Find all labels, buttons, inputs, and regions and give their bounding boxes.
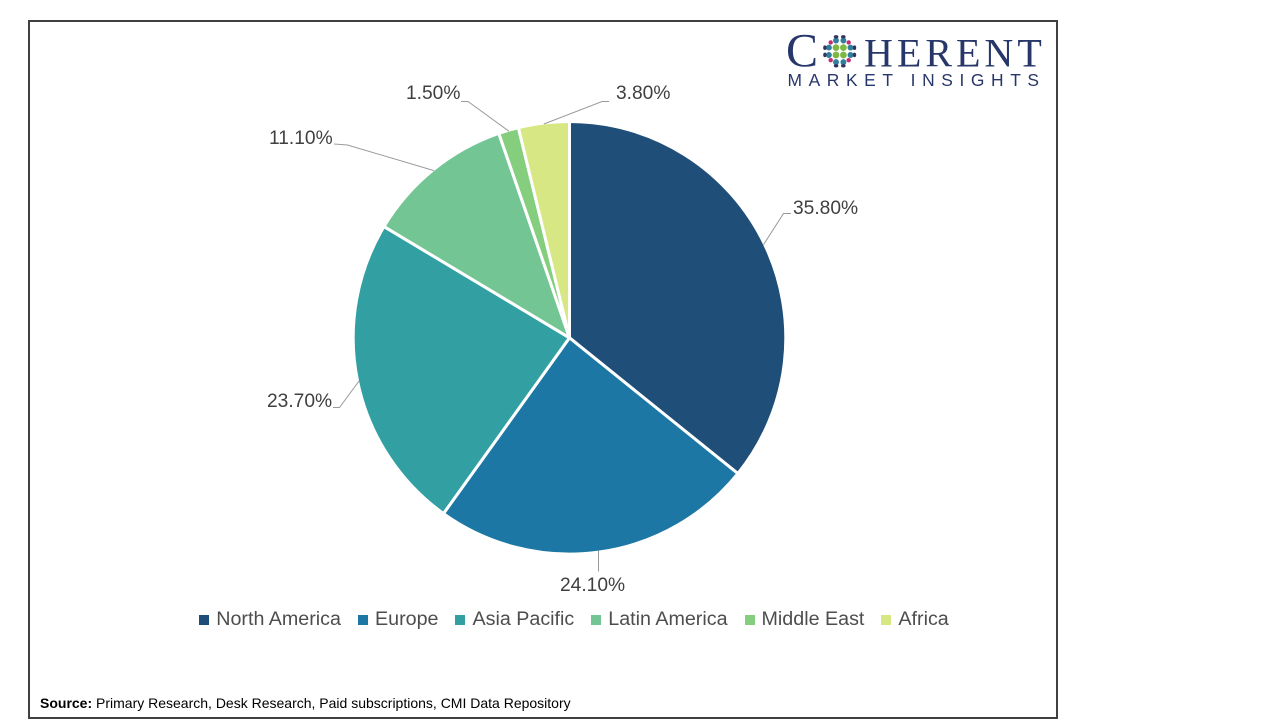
svg-text:C: C	[786, 25, 818, 78]
svg-text:MARKET INSIGHTS: MARKET INSIGHTS	[788, 70, 1046, 90]
svg-text:HERENT: HERENT	[864, 31, 1046, 76]
